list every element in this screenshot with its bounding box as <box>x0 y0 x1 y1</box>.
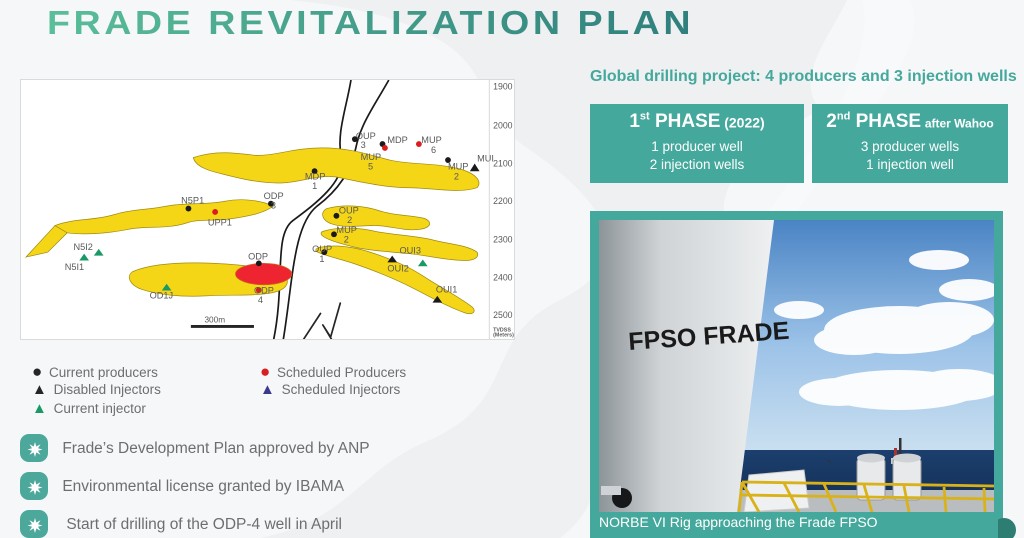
svg-text:2: 2 <box>347 215 352 225</box>
svg-text:MDP: MDP <box>305 171 325 181</box>
svg-text:2500: 2500 <box>493 310 513 320</box>
svg-text:MUP: MUP <box>448 162 468 172</box>
svg-text:MUP: MUP <box>421 135 441 145</box>
svg-text:(Meters): (Meters) <box>493 333 514 339</box>
svg-text:2400: 2400 <box>493 272 513 282</box>
svg-text:OUP: OUP <box>339 205 359 215</box>
svg-text:MDP: MDP <box>387 135 407 145</box>
svg-text:2: 2 <box>454 171 459 181</box>
svg-text:MUP: MUP <box>336 225 356 235</box>
svg-text:1: 1 <box>319 254 324 264</box>
svg-text:N5P1: N5P1 <box>181 196 204 206</box>
svg-text:2200: 2200 <box>493 196 513 206</box>
svg-text:MUP: MUP <box>361 152 381 162</box>
svg-text:OUI1: OUI1 <box>436 284 457 294</box>
svg-text:ODP: ODP <box>248 251 268 261</box>
svg-text:3: 3 <box>361 140 366 150</box>
svg-text:2300: 2300 <box>493 235 513 245</box>
svg-text:1: 1 <box>312 181 317 191</box>
svg-text:6: 6 <box>431 145 436 155</box>
svg-text:OUP: OUP <box>312 244 332 254</box>
svg-text:4: 4 <box>258 295 263 305</box>
svg-text:ODP: ODP <box>264 191 284 201</box>
svg-text:UPP1: UPP1 <box>208 218 232 228</box>
svg-text:2: 2 <box>344 235 349 245</box>
svg-text:N5I1: N5I1 <box>65 262 84 272</box>
svg-text:3: 3 <box>271 201 276 211</box>
svg-text:2000: 2000 <box>493 121 513 131</box>
svg-text:ODP: ODP <box>254 285 274 295</box>
svg-text:OUI2: OUI2 <box>387 264 408 274</box>
svg-text:2100: 2100 <box>493 158 513 168</box>
svg-text:300m: 300m <box>204 316 225 325</box>
svg-text:N5I2: N5I2 <box>73 242 92 252</box>
svg-text:MUI: MUI <box>477 154 494 164</box>
svg-text:OD1J: OD1J <box>150 290 174 300</box>
svg-text:5: 5 <box>368 162 373 172</box>
svg-text:1900: 1900 <box>493 82 513 92</box>
svg-text:OUI3: OUI3 <box>399 246 420 256</box>
